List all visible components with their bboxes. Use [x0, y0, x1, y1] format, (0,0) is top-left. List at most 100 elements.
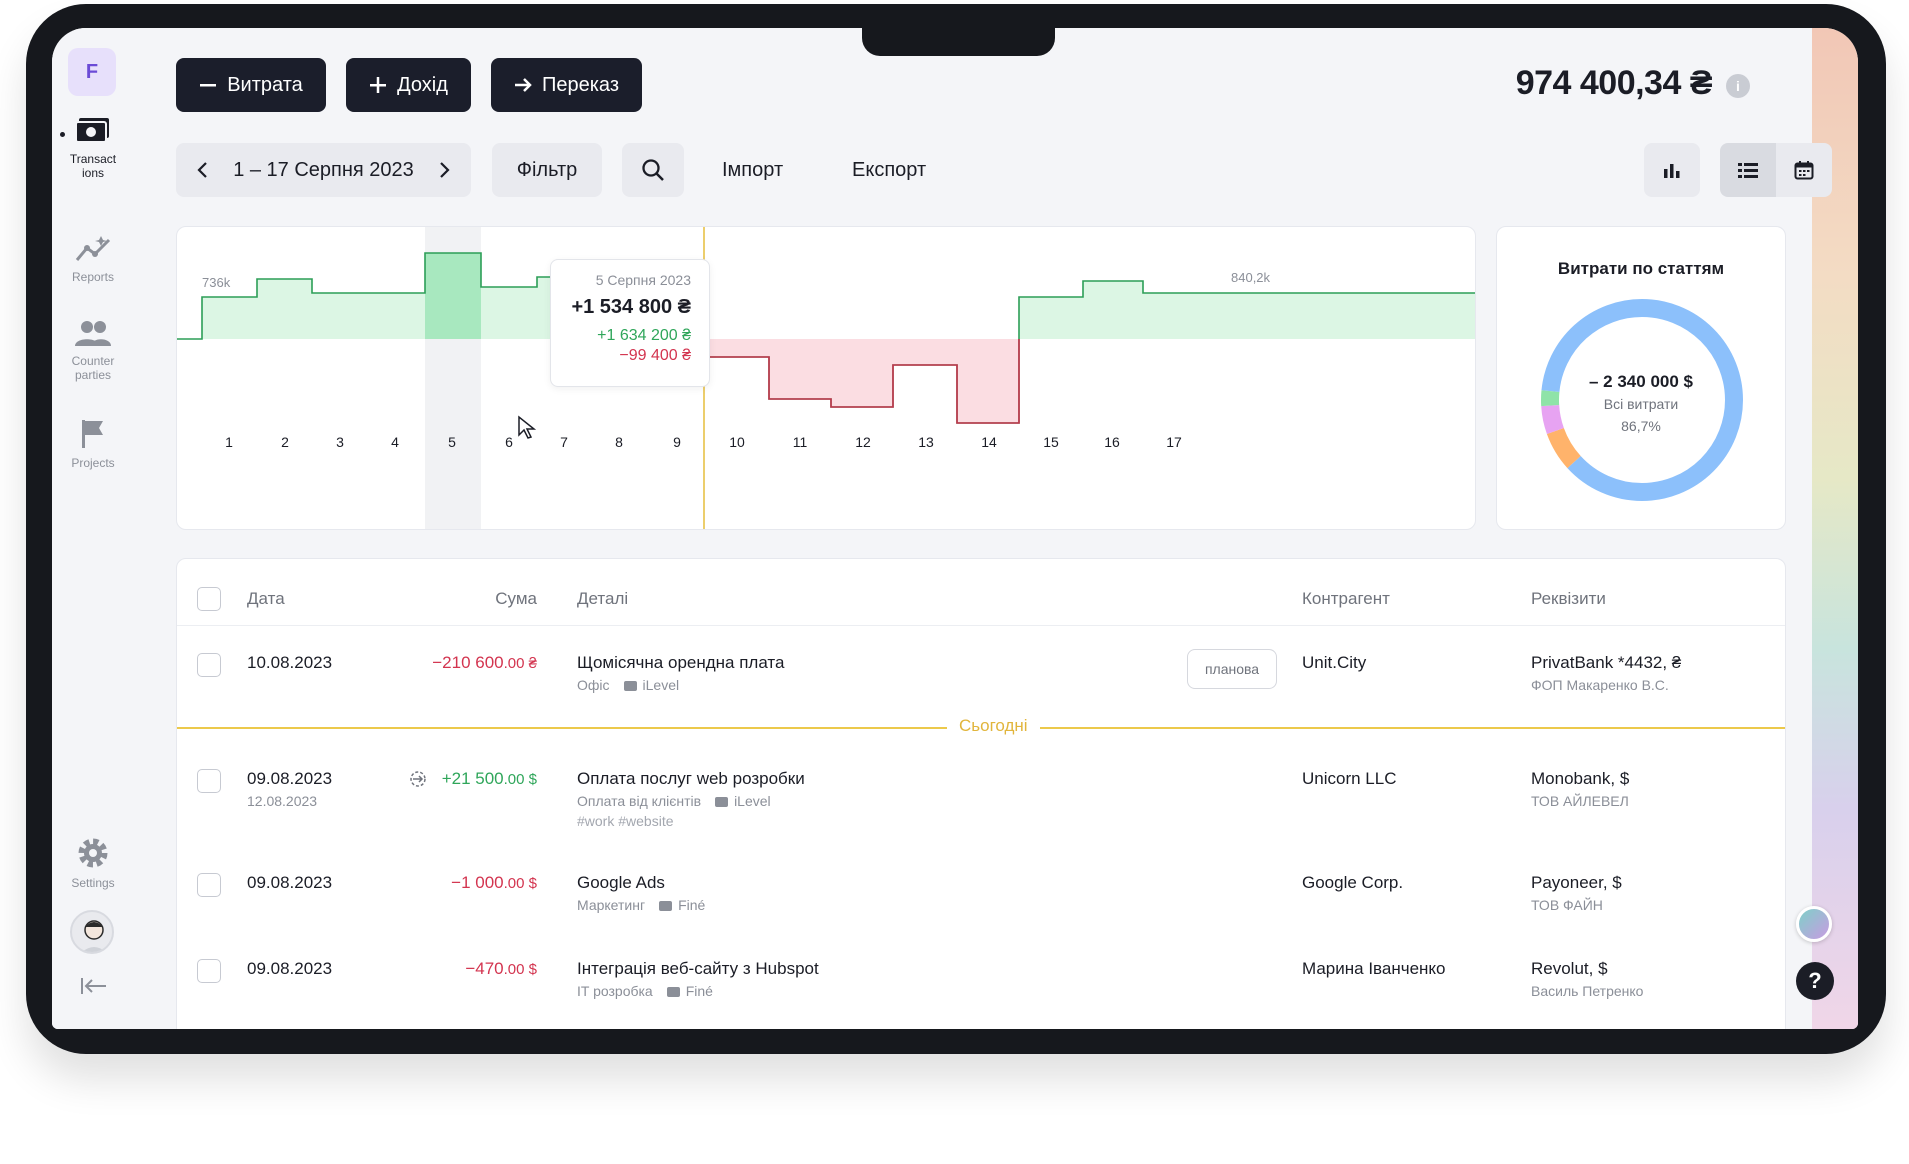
transactions-table: Дата Сума Деталі Контрагент Реквізити 10… — [176, 558, 1786, 1029]
chart-area-segment — [1143, 293, 1475, 339]
view-mode-group — [1720, 143, 1832, 197]
chart-area-segment — [769, 339, 831, 399]
info-icon[interactable]: i — [1726, 74, 1750, 98]
row-counterparty: Марина Іванченко — [1302, 959, 1446, 978]
row-amount: −1 000.00 $ — [451, 873, 537, 892]
x-tick-label: 2 — [281, 434, 289, 450]
sidebar-item-label: Counter parties — [71, 354, 115, 382]
app-screen: F Transact ions Reports Counter p — [52, 28, 1858, 1029]
row-category: Оплата від клієнтів iLevel — [577, 793, 771, 809]
sidebar-item-settings[interactable]: Settings — [52, 836, 134, 890]
x-tick-label: 1 — [225, 434, 233, 450]
export-button[interactable]: Експорт — [852, 158, 927, 181]
row-date: 10.08.2023 — [247, 653, 333, 672]
select-all-checkbox[interactable] — [197, 587, 221, 611]
chart-area-segment — [1083, 281, 1143, 339]
row-tags: #work #website — [577, 813, 674, 829]
row-date-secondary: 12.08.2023 — [247, 793, 318, 809]
folder-icon — [715, 797, 729, 807]
donut-total: – 2 340 000 $ — [1589, 372, 1693, 391]
avatar-face-icon — [82, 920, 106, 952]
filter-button[interactable]: Фільтр — [492, 143, 602, 197]
sidebar-item-counterparties[interactable]: Counter parties — [52, 318, 134, 382]
sidebar: F Transact ions Reports Counter p — [52, 28, 134, 1029]
arrow-right-icon — [514, 78, 532, 92]
chart-area-segment — [893, 339, 957, 365]
row-checkbox[interactable] — [197, 653, 221, 677]
row-date: 09.08.2023 — [247, 769, 333, 788]
row-checkbox[interactable] — [197, 873, 221, 897]
chevron-left-icon[interactable] — [196, 161, 208, 179]
chart-area-segment — [312, 293, 425, 339]
add-expense-button[interactable]: Витрата — [176, 58, 326, 112]
chart-area-segment — [425, 253, 481, 339]
row-title: Оплата послуг web розробки — [577, 769, 805, 788]
tooltip-expense: −99 400 ₴ — [619, 347, 691, 364]
donut-subtitle: Всі витрати — [1603, 396, 1679, 412]
main-content: Витрата Дохід Переказ 974 400,34 ₴ i 1 –… — [134, 28, 1832, 1029]
chart-area-segment — [957, 339, 1019, 423]
x-tick-label: 9 — [673, 434, 681, 450]
tooltip-total: +1 534 800 ₴ — [571, 296, 691, 318]
x-tick-label: 5 — [448, 434, 456, 450]
plus-icon — [370, 77, 387, 93]
assistant-bubble[interactable] — [1796, 906, 1832, 942]
x-tick-label: 12 — [855, 434, 871, 450]
cash-icon — [75, 118, 109, 143]
chart-area-segment — [705, 339, 769, 357]
user-avatar[interactable] — [70, 910, 114, 954]
period-selector[interactable]: 1 – 17 Серпня 2023 — [176, 143, 471, 197]
chevron-right-icon[interactable] — [439, 161, 451, 179]
calendar-icon — [1794, 161, 1814, 180]
sidebar-item-projects[interactable]: Projects — [52, 418, 134, 470]
workspace-logo[interactable]: F — [68, 48, 116, 96]
row-category: Офіс iLevel — [577, 677, 680, 693]
cashflow-chart-card: 1 2 3 4 5 6 7 8 9 10 11 12 13 14 15 16 17 736k 840,2k 5 Се… — [176, 226, 1476, 530]
mouse-cursor-icon — [518, 415, 537, 439]
folder-icon — [623, 681, 637, 691]
sidebar-item-reports[interactable]: Reports — [52, 234, 134, 284]
total-balance: 974 400,34 ₴ — [1515, 64, 1713, 102]
import-button[interactable]: Імпорт — [722, 158, 784, 181]
column-header-amount[interactable]: Сума — [495, 589, 537, 608]
today-label: Сьогодні — [947, 716, 1040, 736]
row-checkbox[interactable] — [197, 769, 221, 793]
collapse-sidebar-icon[interactable] — [78, 976, 108, 996]
calendar-view-toggle[interactable] — [1776, 143, 1832, 197]
status-badge: планова — [1187, 649, 1277, 689]
chart-view-toggle[interactable] — [1644, 143, 1700, 197]
expense-donut-chart[interactable] — [1539, 297, 1745, 503]
view-chart-button[interactable] — [1644, 143, 1700, 197]
column-header-details[interactable]: Деталі — [577, 589, 629, 608]
x-tick-label: 14 — [981, 434, 997, 450]
chart-area-segment — [1019, 297, 1083, 339]
donut-percent: 86,7% — [1621, 418, 1661, 434]
column-header-requisites[interactable]: Реквізити — [1531, 589, 1606, 608]
expense-categories-card: Витрати по статтям – 2 340 000 $ Всі вит… — [1496, 226, 1786, 530]
sidebar-item-transactions[interactable]: Transact ions — [52, 116, 134, 180]
chart-line-negative — [705, 339, 1020, 424]
search-button[interactable] — [622, 143, 684, 197]
row-title: Google Ads — [577, 873, 665, 892]
row-checkbox[interactable] — [197, 959, 221, 983]
chart-area-segment — [831, 339, 893, 407]
tooltip-income: +1 634 200 ₴ — [597, 327, 691, 344]
help-button[interactable]: ? — [1796, 962, 1834, 1000]
add-transfer-button[interactable]: Переказ — [491, 58, 642, 112]
row-requisites: Monobank, $ — [1531, 769, 1630, 788]
row-requisites-owner: ФОП Макаренко В.С. — [1531, 677, 1669, 693]
tooltip-date: 5 Серпня 2023 — [595, 272, 691, 288]
sidebar-item-label: Settings — [71, 876, 115, 890]
x-tick-label: 3 — [336, 434, 344, 450]
list-view-toggle[interactable] — [1720, 143, 1776, 197]
column-header-date[interactable]: Дата — [247, 589, 285, 608]
row-category: Маркетинг Finé — [577, 897, 706, 913]
x-tick-label: 8 — [615, 434, 623, 450]
sidebar-item-label: Transact ions — [69, 152, 117, 180]
row-requisites-owner: Василь Петренко — [1531, 983, 1644, 999]
column-header-counterparty[interactable]: Контрагент — [1302, 589, 1390, 608]
people-icon — [75, 321, 111, 346]
list-icon — [1738, 163, 1758, 178]
add-income-button[interactable]: Дохід — [346, 58, 471, 112]
